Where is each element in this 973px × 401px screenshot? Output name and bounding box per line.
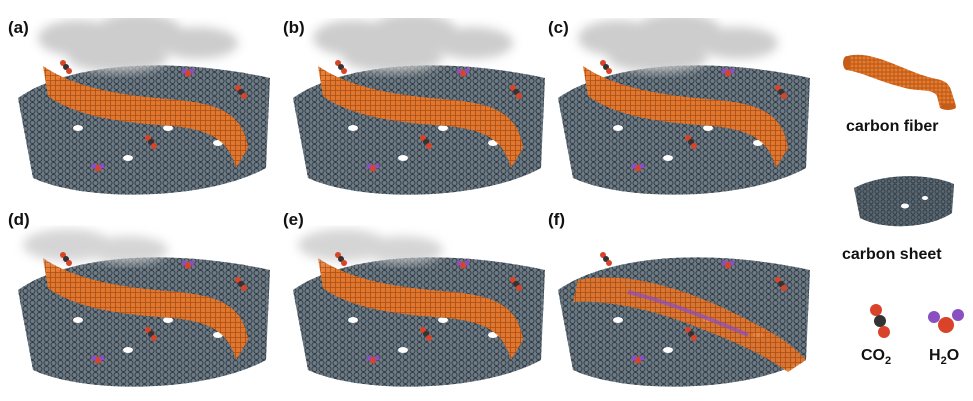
h2o-label: H2O: [929, 347, 960, 368]
panel-c-illustration: [558, 18, 810, 195]
carbon-fiber-label: carbon fiber: [846, 118, 939, 135]
panel-d-illustration: [18, 229, 270, 387]
panel-label-f: (f): [548, 210, 565, 229]
co2-label: CO2: [861, 347, 892, 368]
panel-label-b: (b): [283, 18, 305, 37]
panel-label-e: (e): [283, 210, 304, 229]
carbon-sheet-icon: [854, 176, 954, 227]
h2o-molecule-icon: [928, 309, 964, 333]
legend: carbon fiber carbon sheet CO2 H2O: [835, 0, 973, 401]
panel-a: (a): [8, 18, 278, 203]
panel-e-illustration: [293, 229, 545, 387]
smoke-cloud: [578, 18, 778, 72]
panel-b-illustration: [293, 18, 545, 195]
smoke-cloud: [313, 18, 513, 72]
carbon-fiber-icon: [843, 54, 956, 110]
panel-label-d: (d): [8, 210, 30, 229]
panel-a-illustration: [18, 18, 270, 195]
panel-label-c: (c): [548, 18, 569, 37]
panel-f: (f): [548, 210, 818, 395]
panel-label-a: (a): [8, 18, 29, 37]
smoke-cloud: [23, 229, 168, 264]
panel-e: (e): [283, 210, 553, 395]
smoke-cloud: [38, 18, 238, 72]
co2-molecule-icon: [870, 304, 890, 338]
smoke-cloud: [298, 229, 443, 264]
panel-d: (d): [8, 210, 278, 395]
panel-b: (b): [283, 18, 553, 203]
panel-c: (c): [548, 18, 818, 203]
carbon-sheet-label: carbon sheet: [842, 246, 942, 263]
panel-f-illustration: [558, 252, 810, 387]
